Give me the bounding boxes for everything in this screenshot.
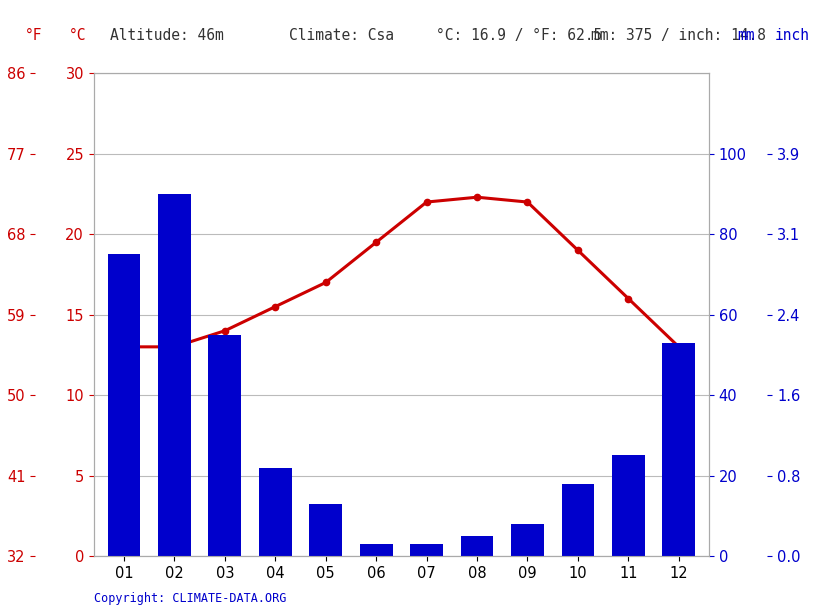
Bar [158, 194, 191, 556]
Text: °F: °F [24, 27, 42, 43]
Bar [108, 254, 140, 556]
Text: inch: inch [774, 27, 809, 43]
Bar [562, 484, 594, 556]
Bar [612, 455, 645, 556]
Text: Altitude: 46m: Altitude: 46m [110, 27, 224, 43]
Text: mm: 375 / inch: 14.8: mm: 375 / inch: 14.8 [591, 27, 766, 43]
Bar [209, 335, 241, 556]
Bar [410, 544, 443, 556]
Bar [511, 524, 544, 556]
Bar [259, 467, 292, 556]
Bar [460, 536, 493, 556]
Text: °C: °C [69, 27, 86, 43]
Text: mm: mm [738, 27, 755, 43]
Bar [663, 343, 695, 556]
Bar [310, 503, 342, 556]
Bar [359, 544, 393, 556]
Text: Copyright: CLIMATE-DATA.ORG: Copyright: CLIMATE-DATA.ORG [94, 592, 286, 605]
Text: Climate: Csa: Climate: Csa [289, 27, 394, 43]
Text: °C: 16.9 / °F: 62.5: °C: 16.9 / °F: 62.5 [436, 27, 602, 43]
